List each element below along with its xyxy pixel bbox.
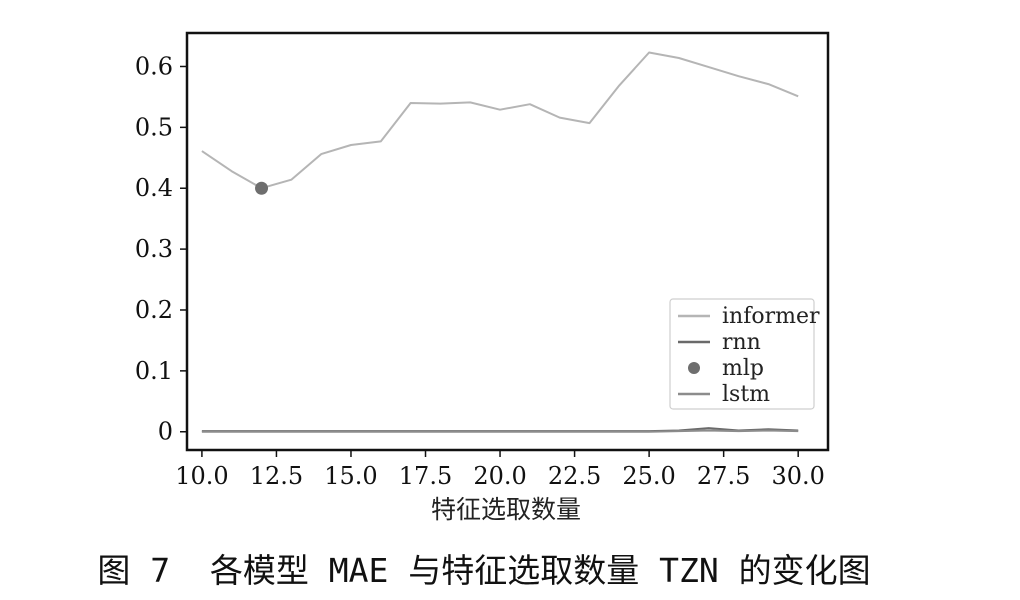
x-tick-label: 27.5 — [697, 462, 750, 490]
legend-label-lstm: lstm — [722, 382, 770, 407]
series-line-lstm — [201, 429, 799, 433]
legend-box — [669, 298, 815, 410]
x-axis-label: 特征选取数量 — [431, 495, 581, 524]
series-point-mlp — [255, 181, 269, 195]
legend-label-informer: informer — [722, 304, 820, 329]
plot-frame — [185, 31, 830, 452]
x-tick-label: 15.0 — [324, 462, 377, 490]
x-tick-label: 22.5 — [548, 462, 601, 490]
y-tick-label: 0 — [158, 418, 173, 446]
y-tick-label: 0.2 — [135, 296, 173, 324]
x-tick-label: 25.0 — [622, 462, 675, 490]
legend-swatch-mlp — [688, 362, 700, 374]
y-tick-label: 0.1 — [135, 357, 173, 385]
figure-caption: 图 7 各模型 MAE 与特征选取数量 TZN 的变化图 — [97, 551, 870, 590]
legend-label-mlp: mlp — [722, 356, 764, 381]
legend-label-rnn: rnn — [722, 330, 761, 355]
y-tick-label: 0.3 — [135, 235, 173, 263]
x-tick-label: 10.0 — [175, 462, 228, 490]
y-tick-label: 0.4 — [135, 174, 173, 202]
x-tick-label: 17.5 — [399, 462, 452, 490]
y-tick-label: 0.5 — [135, 113, 173, 141]
x-tick-label: 20.0 — [473, 462, 526, 490]
plot-area: 10.0 12.5 15.0 17.5 20.0 22.5 25.0 27.5 30.0 0 0.1… — [135, 31, 830, 490]
y-tick-label: 0.6 — [135, 52, 173, 80]
series-line-informer — [201, 51, 799, 190]
x-tick-label: 30.0 — [771, 462, 824, 490]
x-tick-label: 12.5 — [250, 462, 303, 490]
